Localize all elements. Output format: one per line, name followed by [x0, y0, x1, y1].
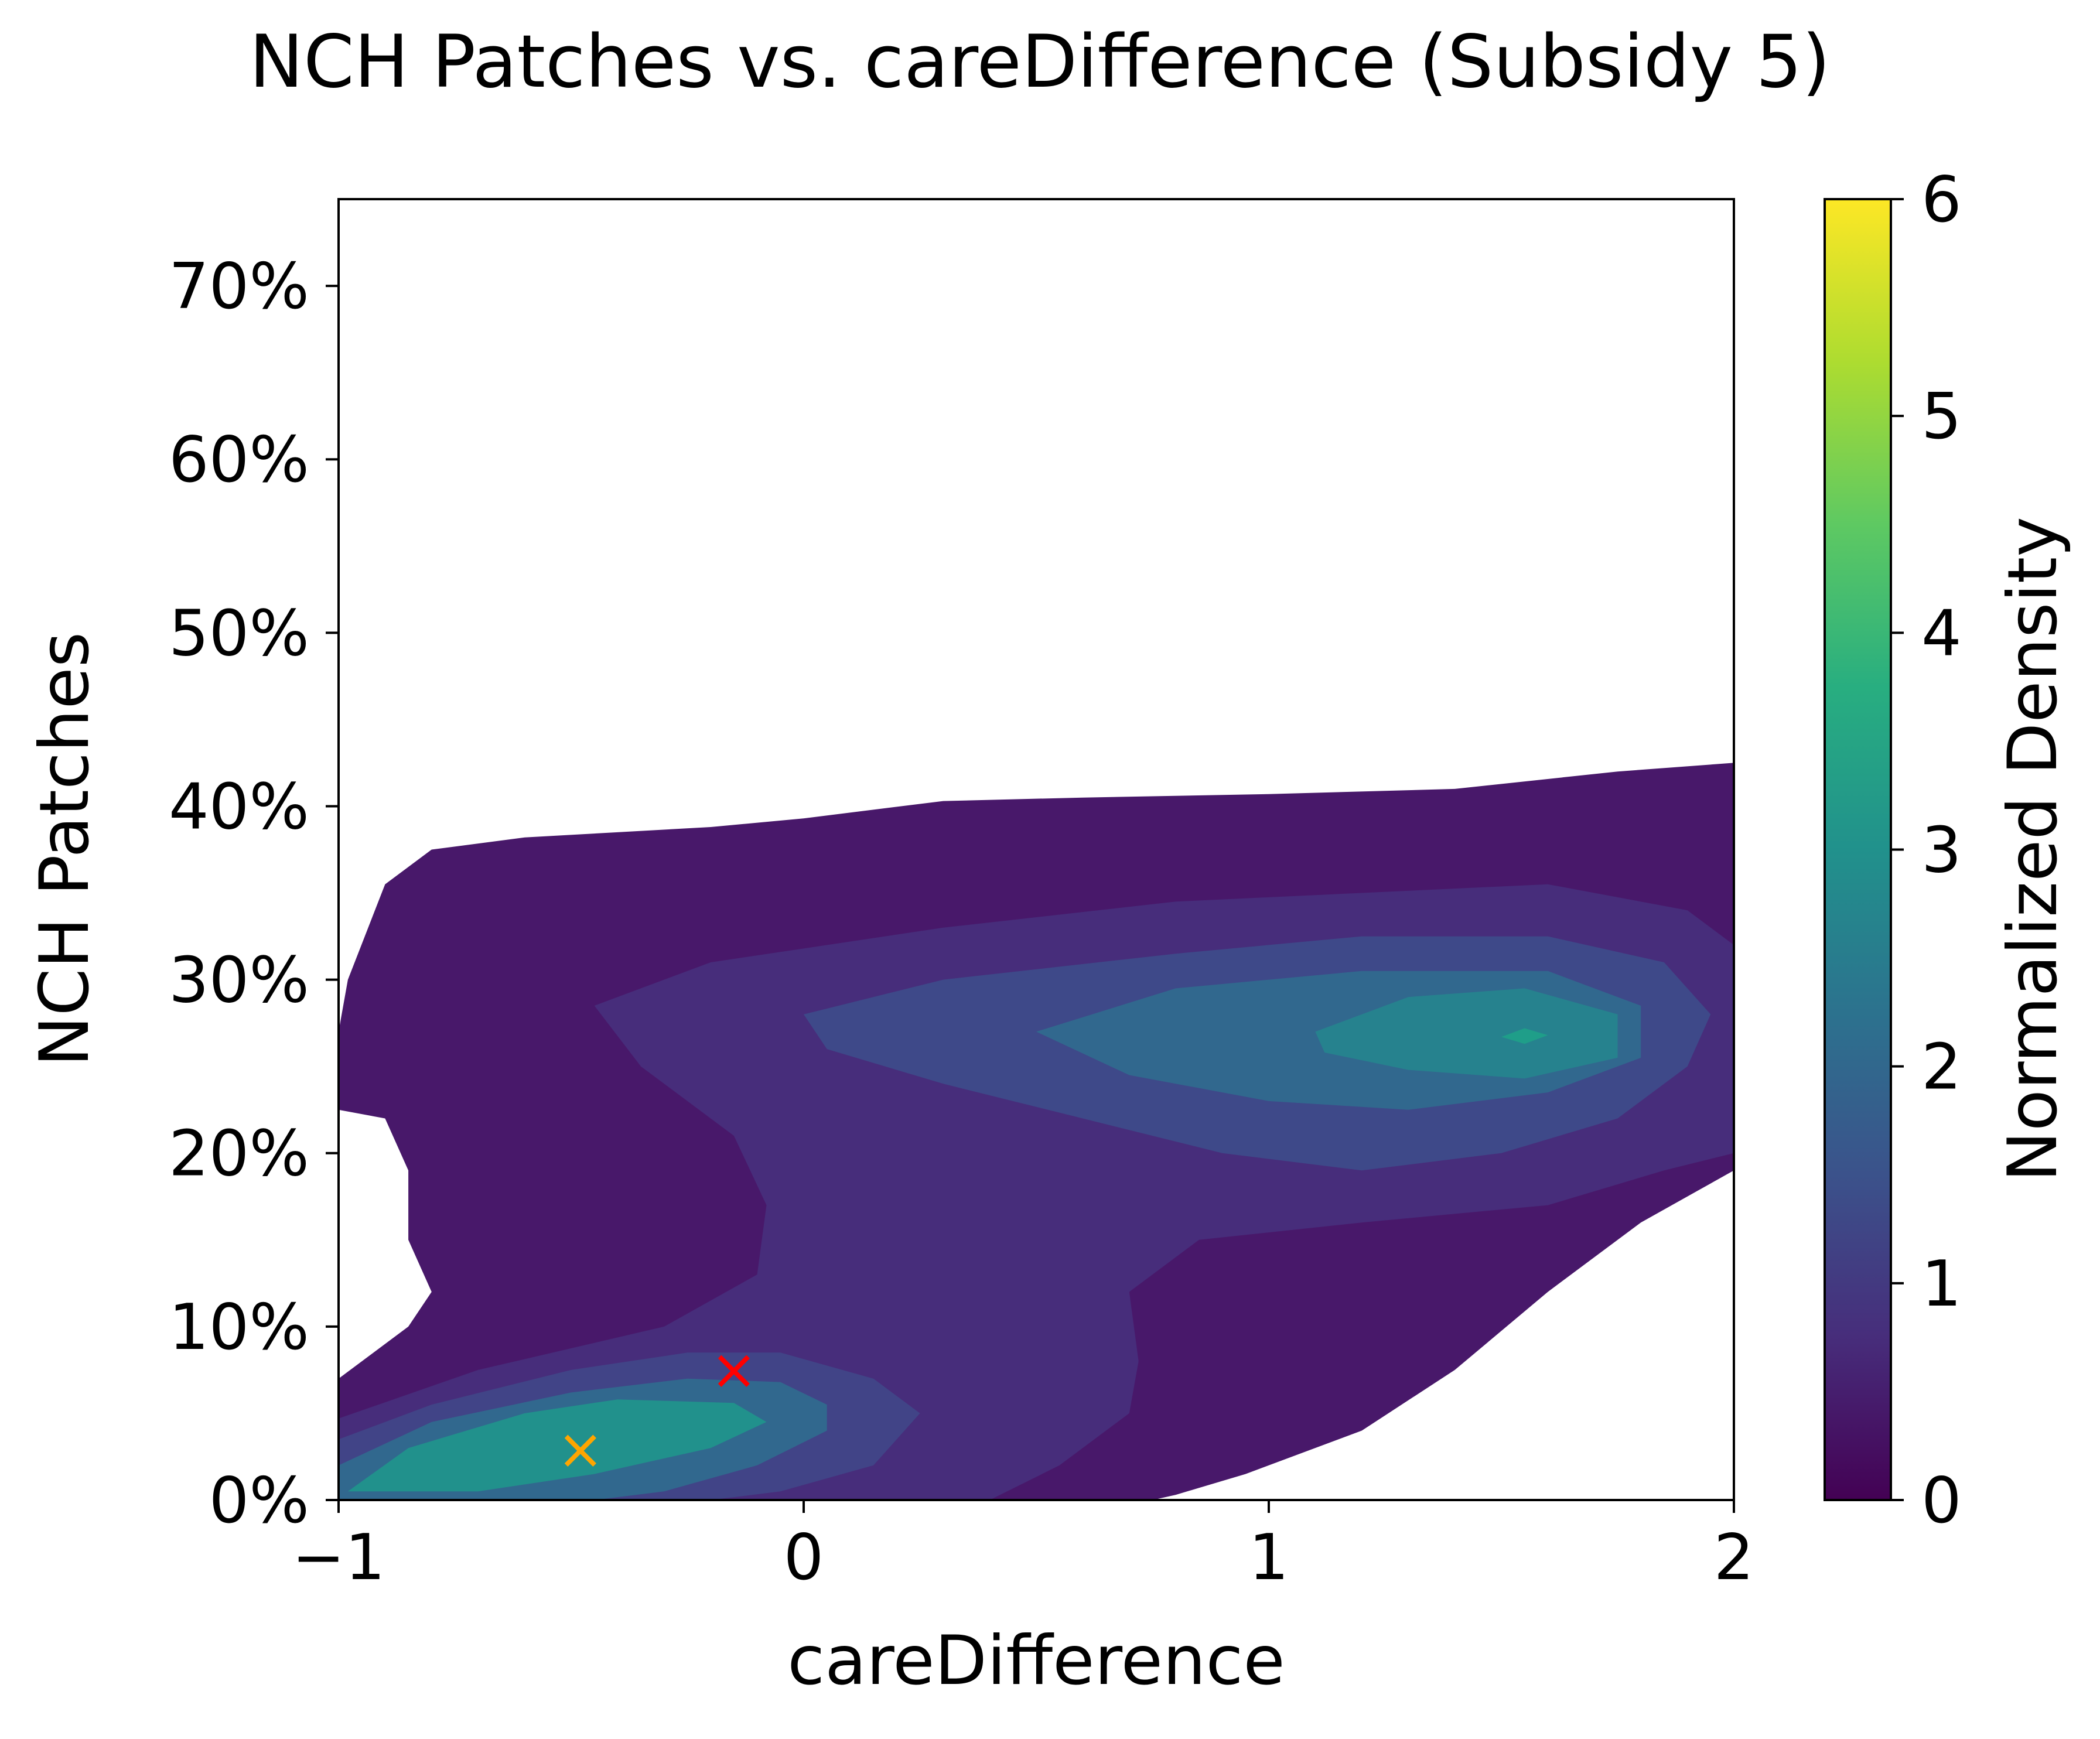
x-axis: −1 0 1 2 [292, 1500, 1754, 1594]
x-axis-label: careDifference [787, 1621, 1285, 1700]
y-tick-label: 20% [169, 1118, 309, 1191]
x-tick-label: −1 [292, 1521, 385, 1594]
y-tick-label: 70% [169, 250, 309, 323]
y-tick-label: 0% [209, 1464, 309, 1538]
y-axis: 0% 10% 20% 30% 40% 50% 60% 70% [169, 250, 339, 1538]
y-tick-label: 10% [169, 1291, 309, 1364]
y-tick-label: 60% [169, 423, 309, 497]
contour-level-5 [1315, 988, 1618, 1079]
colorbar-tick-label: 2 [1921, 1031, 1962, 1104]
y-axis-label: NCH Patches [25, 632, 104, 1067]
colorbar-gradient [1824, 198, 1892, 1501]
colorbar-tick-label: 5 [1921, 380, 1962, 453]
colorbar-tick-label: 0 [1921, 1464, 1962, 1538]
marker-1: × [711, 1337, 757, 1402]
density-contours [339, 763, 1734, 1500]
colorbar-tick-label: 4 [1921, 597, 1962, 670]
plot-frame [337, 198, 1735, 1501]
colorbar: 0 1 2 3 4 5 6 Normalized Density [1824, 163, 2072, 1538]
colorbar-label: Normalized Density [1993, 517, 2072, 1182]
chart-title: NCH Patches vs. careDifference (Subsidy … [249, 20, 1830, 104]
y-tick-label: 40% [169, 770, 309, 843]
point-markers: ×× [557, 1337, 757, 1482]
marker-0: × [557, 1416, 604, 1482]
colorbar-tick-label: 1 [1921, 1248, 1962, 1321]
x-tick-label: 2 [1714, 1521, 1754, 1594]
colorbar-ticks: 0 1 2 3 4 5 6 [1891, 163, 1962, 1538]
contour-level-6 [1501, 1028, 1548, 1044]
contour-level-9 [347, 1399, 767, 1492]
x-tick-label: 1 [1249, 1521, 1289, 1594]
colorbar-tick-label: 6 [1921, 163, 1962, 237]
colorbar-tick-label: 3 [1921, 814, 1962, 887]
y-tick-label: 30% [169, 944, 309, 1017]
x-tick-label: 0 [784, 1521, 824, 1594]
y-tick-label: 50% [169, 597, 309, 670]
plot-area: ×× [337, 198, 1735, 1501]
